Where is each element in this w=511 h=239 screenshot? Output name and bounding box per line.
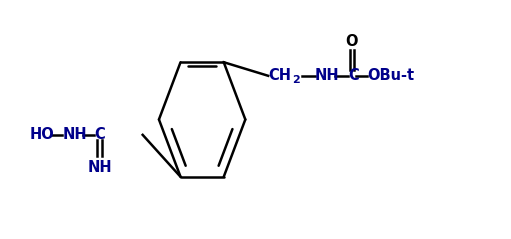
Text: O: O	[345, 34, 358, 49]
Text: NH: NH	[315, 68, 340, 83]
Text: HO: HO	[29, 127, 54, 142]
Text: OBu-t: OBu-t	[367, 68, 414, 83]
Text: CH: CH	[268, 68, 291, 83]
Text: C: C	[94, 127, 105, 142]
Text: NH: NH	[62, 127, 87, 142]
Text: 2: 2	[293, 75, 300, 85]
Text: NH: NH	[87, 160, 112, 175]
Text: C: C	[348, 68, 359, 83]
